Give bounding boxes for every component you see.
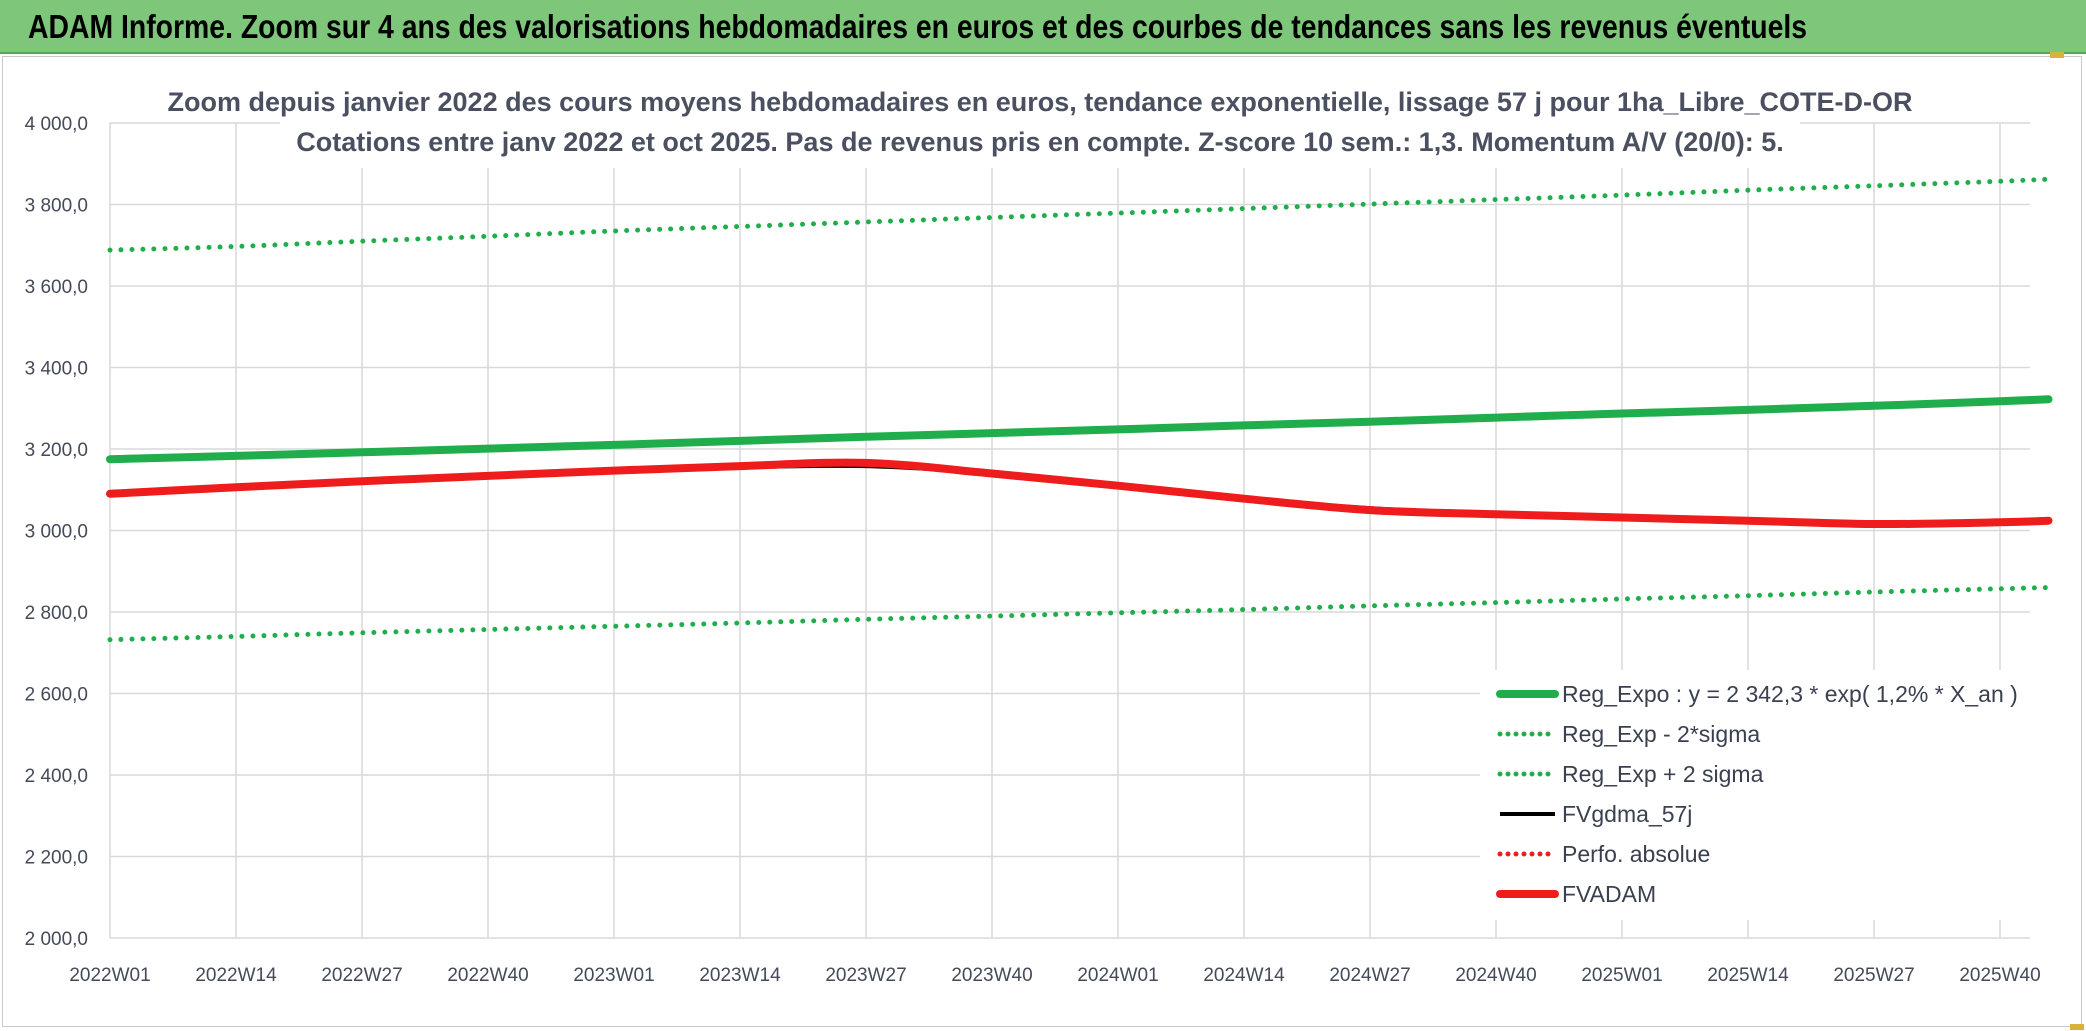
legend-entry: FVgdma_57j	[1562, 801, 1692, 827]
y-tick-label: 2 600,0	[25, 685, 88, 706]
chart-title-area: Zoom depuis janvier 2022 des cours moyen…	[167, 78, 1913, 168]
x-tick-label: 2022W40	[447, 965, 528, 986]
banner-title: ADAM Informe. Zoom sur 4 ans des valoris…	[28, 8, 1808, 45]
x-tick-label: 2025W40	[1959, 965, 2040, 986]
x-tick-label: 2023W14	[699, 965, 781, 986]
y-tick-label: 3 600,0	[25, 277, 88, 298]
x-tick-label: 2024W27	[1329, 965, 1410, 986]
x-tick-label: 2022W14	[195, 965, 277, 986]
x-axis: 2022W01 2022W14 2022W27 2022W40 2023W01 2023W…	[69, 965, 2040, 986]
legend-entry: Reg_Exp + 2 sigma	[1562, 761, 1764, 787]
legend-entry: Perfo. absolue	[1562, 841, 1710, 867]
series-line-reg_expo	[106, 395, 2053, 464]
x-tick-label: 2025W01	[1581, 965, 1662, 986]
x-tick-label: 2025W27	[1833, 965, 1914, 986]
legend-entry: Reg_Exp - 2*sigma	[1562, 721, 1760, 747]
y-tick-label: 4 000,0	[25, 114, 88, 135]
chart-title-line1: Zoom depuis janvier 2022 des cours moyen…	[167, 87, 1912, 117]
y-tick-label: 2 800,0	[25, 603, 88, 624]
y-tick-label: 2 000,0	[25, 929, 88, 950]
series-line-reg_exp	[107, 176, 2051, 253]
y-tick-label: 3 200,0	[25, 440, 88, 461]
y-tick-label: 3 400,0	[25, 359, 88, 380]
chart-frame	[2, 56, 2082, 1027]
x-tick-label: 2025W14	[1707, 965, 1789, 986]
x-tick-label: 2023W40	[951, 965, 1032, 986]
y-tick-label: 2 400,0	[25, 766, 88, 787]
y-tick-label: 3 000,0	[25, 522, 88, 543]
series-line-fvgdma_57j	[109, 463, 2049, 526]
y-axis: 4 000,0 3 800,0 3 600,0 3 400,0 3 200,0 3 000…	[25, 114, 88, 950]
x-tick-label: 2023W01	[573, 965, 654, 986]
legend: Reg_Expo : y = 2 342,3 * exp( 1,2% * X_a…	[1480, 670, 2040, 920]
frame-corner-mark	[2050, 52, 2064, 58]
series-layer	[106, 176, 2053, 643]
x-tick-label: 2024W01	[1077, 965, 1158, 986]
frame-corner-mark	[2070, 1024, 2084, 1030]
header-banner: ADAM Informe. Zoom sur 4 ans des valoris…	[0, 0, 2086, 54]
x-tick-label: 2022W01	[69, 965, 150, 986]
x-tick-label: 2024W14	[1203, 965, 1285, 986]
chart-title-line2: Cotations entre janv 2022 et oct 2025. P…	[296, 127, 1784, 157]
legend-entry: FVADAM	[1562, 881, 1656, 907]
x-tick-label: 2022W27	[321, 965, 402, 986]
y-tick-label: 3 800,0	[25, 196, 88, 217]
series-line-fvadam	[106, 458, 2053, 529]
x-tick-label: 2024W40	[1455, 965, 1536, 986]
x-tick-label: 2023W27	[825, 965, 906, 986]
series-line-reg_exp	[107, 585, 2051, 643]
legend-entry: Reg_Expo : y = 2 342,3 * exp( 1,2% * X_a…	[1562, 681, 2018, 707]
y-tick-label: 2 200,0	[25, 848, 88, 869]
